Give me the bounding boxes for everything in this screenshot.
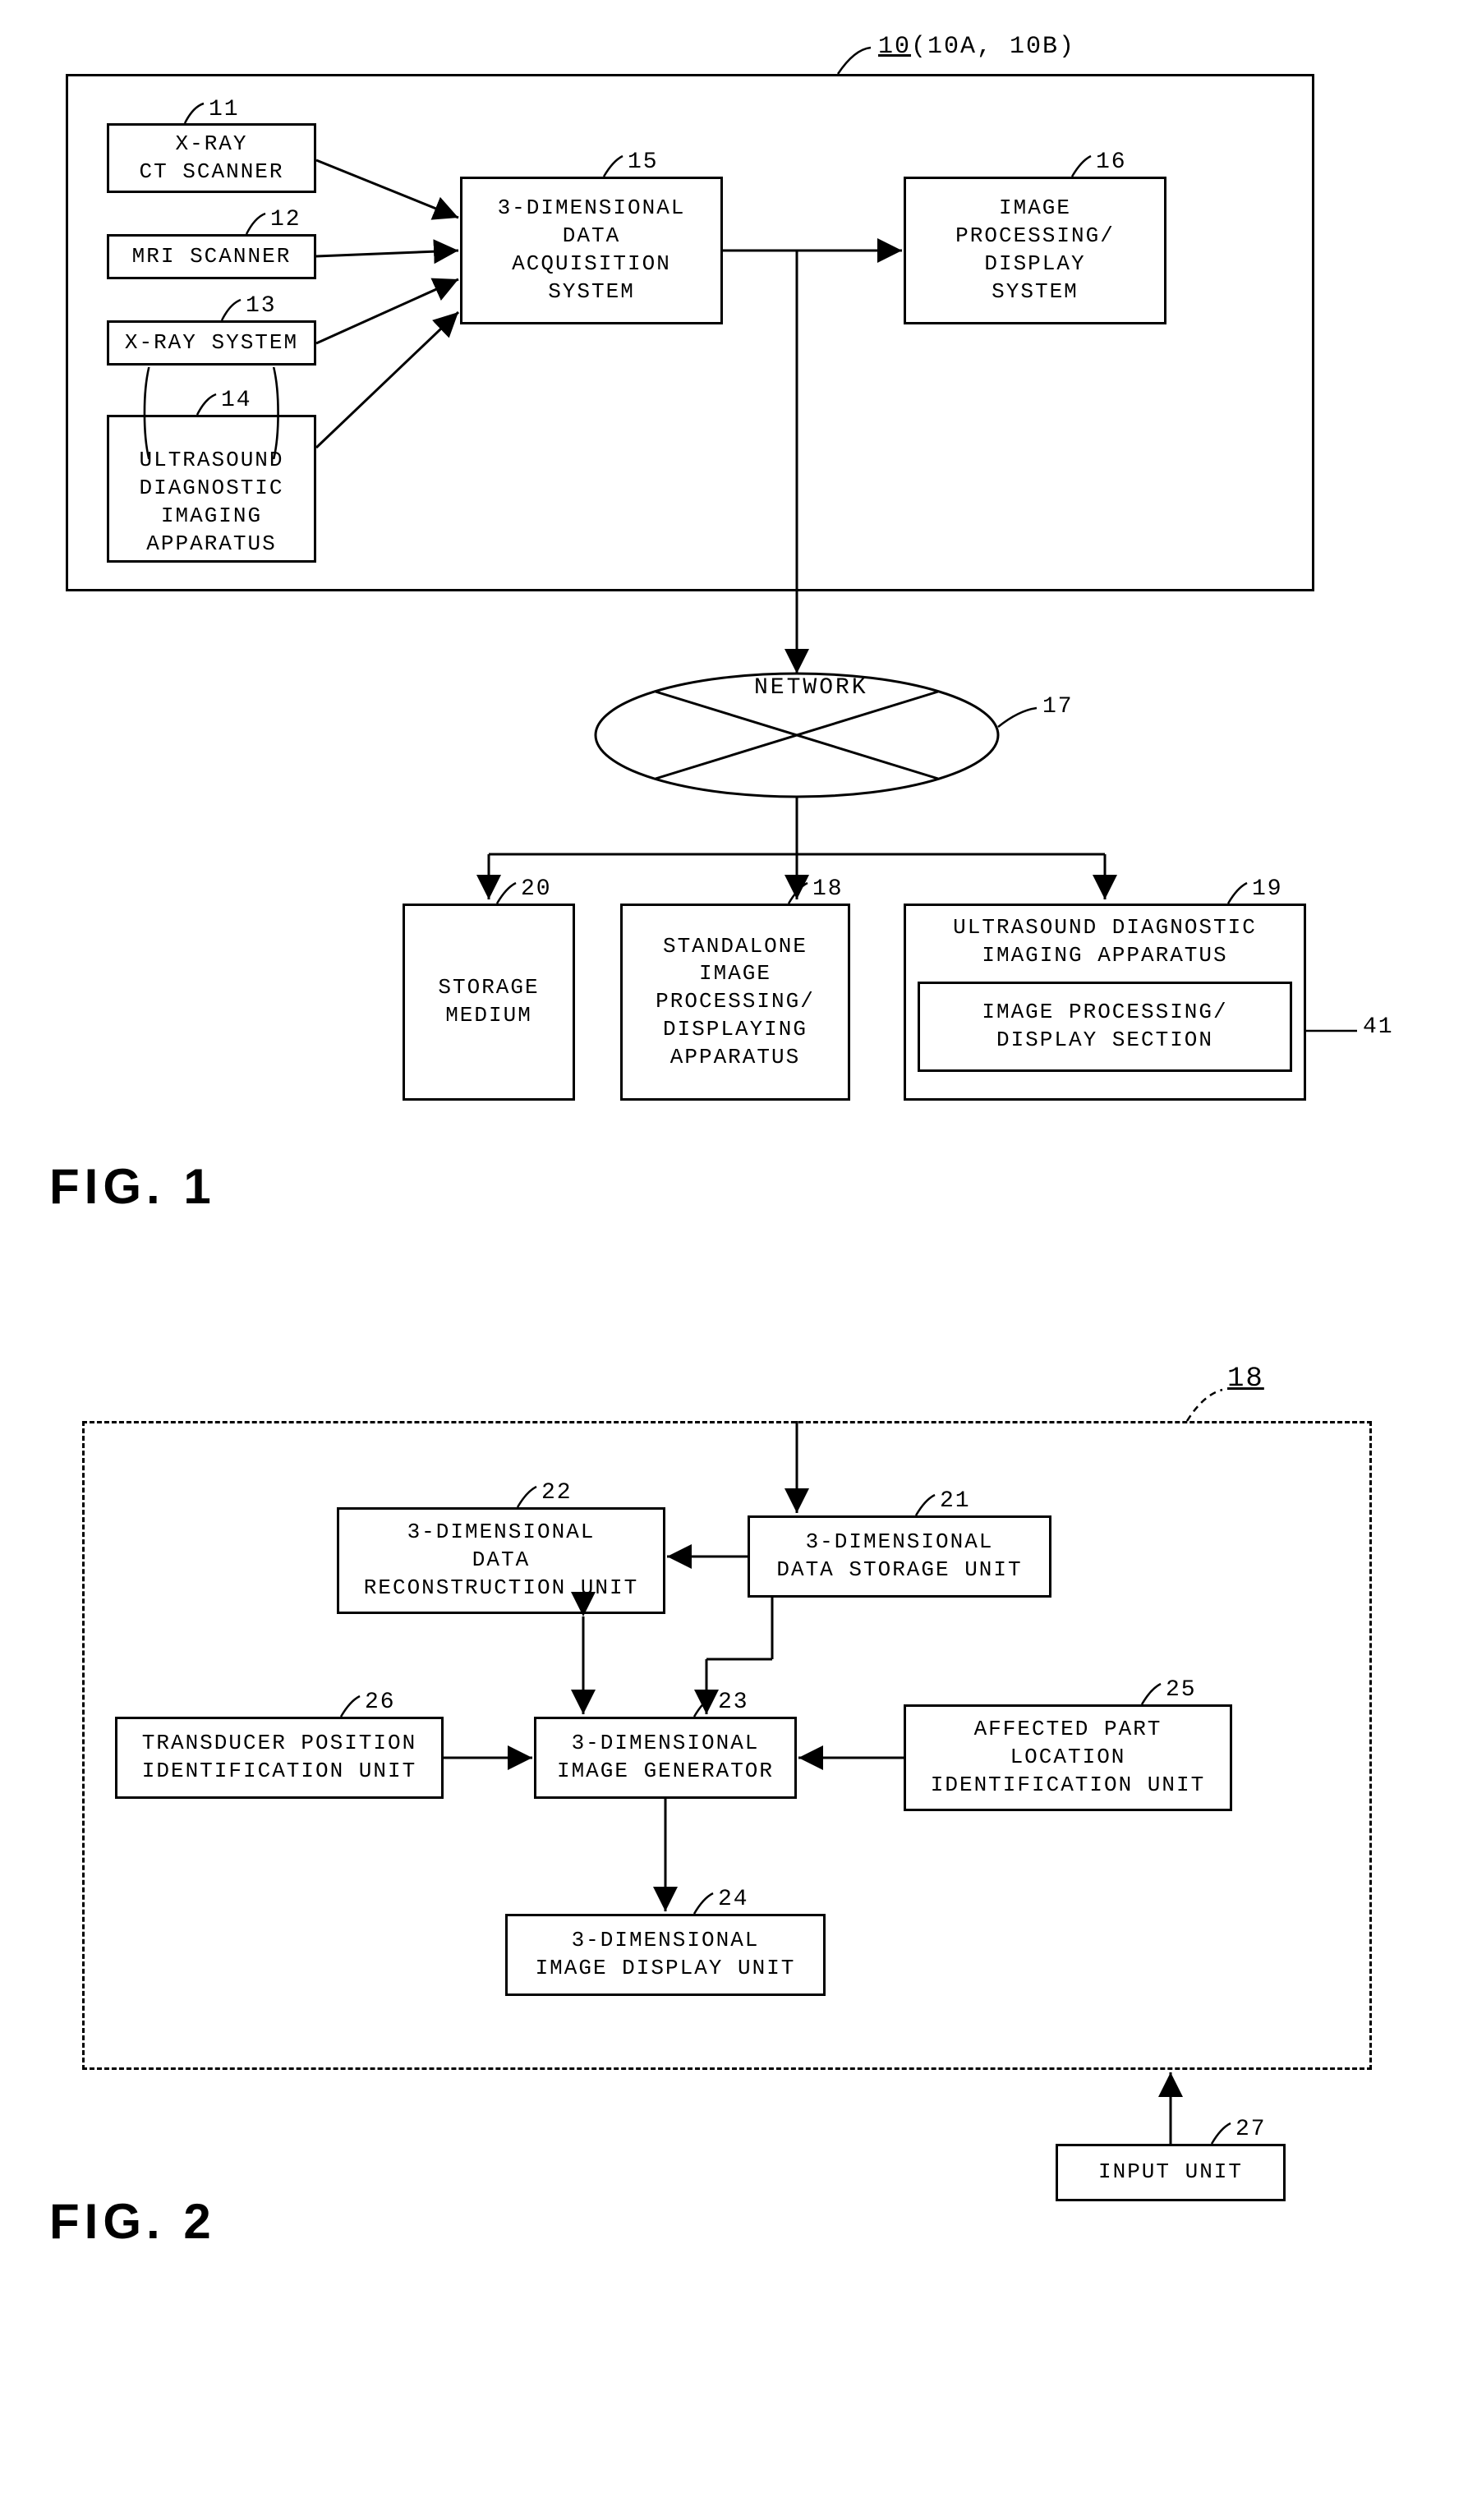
frame-10-num: 10	[878, 33, 911, 61]
network-label: NETWORK	[754, 675, 868, 701]
num-19: 19	[1249, 876, 1286, 902]
num-25: 25	[1162, 1677, 1200, 1703]
node-27: INPUT UNIT	[1056, 2144, 1286, 2201]
num-13: 13	[242, 293, 280, 319]
num-41: 41	[1360, 1014, 1397, 1040]
num-20: 20	[518, 876, 555, 902]
num-22: 22	[538, 1480, 576, 1506]
num-11: 11	[205, 97, 243, 122]
num-27: 27	[1232, 2117, 1270, 2142]
node-14-text: ULTRASOUND DIAGNOSTIC IMAGING APPARATUS	[139, 448, 283, 555]
node-12: MRI SCANNER	[107, 234, 316, 279]
figure-1: 10(10A, 10B) X-RAY CT SCANNER 11 MRI SCA…	[33, 33, 1444, 1207]
node-14: ( ULTRASOUND DIAGNOSTIC IMAGING APPARATU…	[107, 415, 316, 563]
node-11: X-RAY CT SCANNER	[107, 123, 316, 193]
num-17: 17	[1039, 694, 1077, 720]
node-21: 3-DIMENSIONAL DATA STORAGE UNIT	[748, 1515, 1051, 1598]
node-19-title: ULTRASOUND DIAGNOSTIC IMAGING APPARATUS	[918, 914, 1292, 970]
node-19: ULTRASOUND DIAGNOSTIC IMAGING APPARATUS …	[904, 904, 1306, 1101]
node-25: AFFECTED PART LOCATION IDENTIFICATION UN…	[904, 1704, 1232, 1811]
node-18: STANDALONE IMAGE PROCESSING/ DISPLAYING …	[620, 904, 850, 1101]
num-26: 26	[361, 1690, 399, 1715]
node-23: 3-DIMENSIONAL IMAGE GENERATOR	[534, 1717, 797, 1799]
paren-left: (	[142, 341, 150, 469]
fig1-title: FIG. 1	[49, 1158, 216, 1215]
node-15: 3-DIMENSIONAL DATA ACQUISITION SYSTEM	[460, 177, 723, 324]
node-26: TRANSDUCER POSITION IDENTIFICATION UNIT	[115, 1717, 444, 1799]
fig2-title: FIG. 2	[49, 2193, 216, 2250]
frame-10-label: 10(10A, 10B)	[875, 33, 1079, 61]
num-18: 18	[809, 876, 847, 902]
node-13: X-RAY SYSTEM	[107, 320, 316, 366]
num-24: 24	[715, 1887, 752, 1912]
node-41: IMAGE PROCESSING/ DISPLAY SECTION	[918, 982, 1292, 1072]
figure-2: 18 3-DIMENSIONAL DATA STORAGE UNIT 21 3-…	[33, 1355, 1444, 2259]
num-12: 12	[267, 207, 305, 232]
num-15: 15	[624, 149, 662, 175]
num-23: 23	[715, 1690, 752, 1715]
paren-right: )	[272, 341, 280, 469]
num-14: 14	[218, 388, 255, 413]
node-22: 3-DIMENSIONAL DATA RECONSTRUCTION UNIT	[337, 1507, 665, 1614]
frame-10-suffix: (10A, 10B)	[911, 33, 1075, 61]
num-21: 21	[936, 1488, 974, 1514]
frame-18-label: 18	[1224, 1363, 1268, 1395]
node-20: STORAGE MEDIUM	[403, 904, 575, 1101]
num-16: 16	[1093, 149, 1130, 175]
node-24: 3-DIMENSIONAL IMAGE DISPLAY UNIT	[505, 1914, 826, 1996]
node-16: IMAGE PROCESSING/ DISPLAY SYSTEM	[904, 177, 1166, 324]
